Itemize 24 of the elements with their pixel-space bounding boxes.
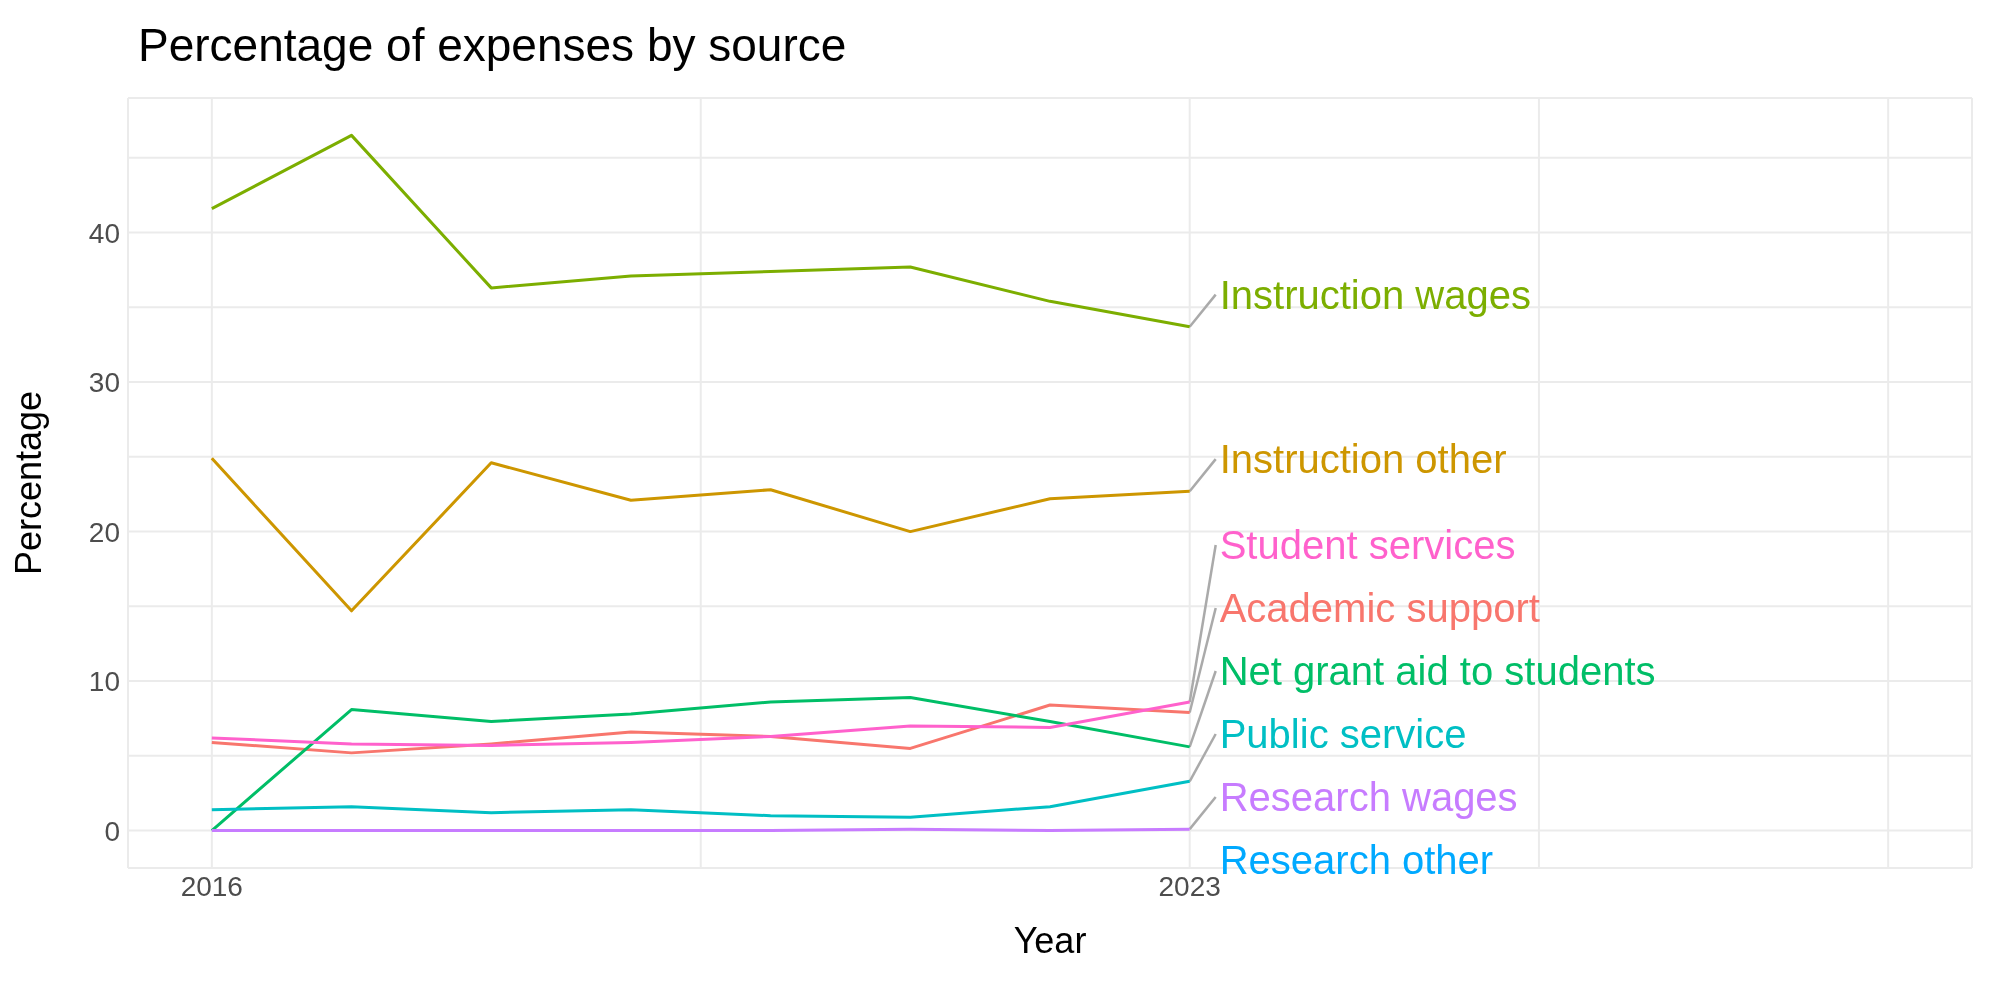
y-tick-label: 30 (88, 367, 120, 399)
text: Student services (1219, 523, 1516, 567)
line-series (210, 700, 1192, 747)
line-series (210, 456, 1192, 613)
line-series (210, 779, 1192, 819)
chart-title: Percentage of expenses by source (137, 18, 848, 73)
y-axis-title: Percentage (7, 390, 49, 576)
y-tick-label: 20 (88, 516, 120, 548)
text: Academic support (1219, 586, 1540, 630)
x-tick-label: 2023 (1158, 870, 1221, 902)
line-series (210, 133, 1192, 329)
y-tick-label: 10 (88, 666, 120, 698)
series-label: Research wages (1219, 775, 1518, 819)
line-series (210, 696, 1192, 833)
series-label: Instruction wages (1219, 272, 1531, 317)
x-axis-title: Year (1013, 920, 1087, 961)
x-tick-label: 2016 (180, 870, 243, 902)
series-label: Public service (1219, 712, 1467, 756)
series-label: Net grant aid to students (1219, 649, 1656, 693)
y-tick-label: 40 (88, 217, 120, 249)
y-tick-label: 0 (104, 815, 120, 847)
series-label: Instruction other (1219, 437, 1507, 482)
line-series (210, 703, 1192, 755)
legend-label: Research other (1219, 838, 1494, 882)
